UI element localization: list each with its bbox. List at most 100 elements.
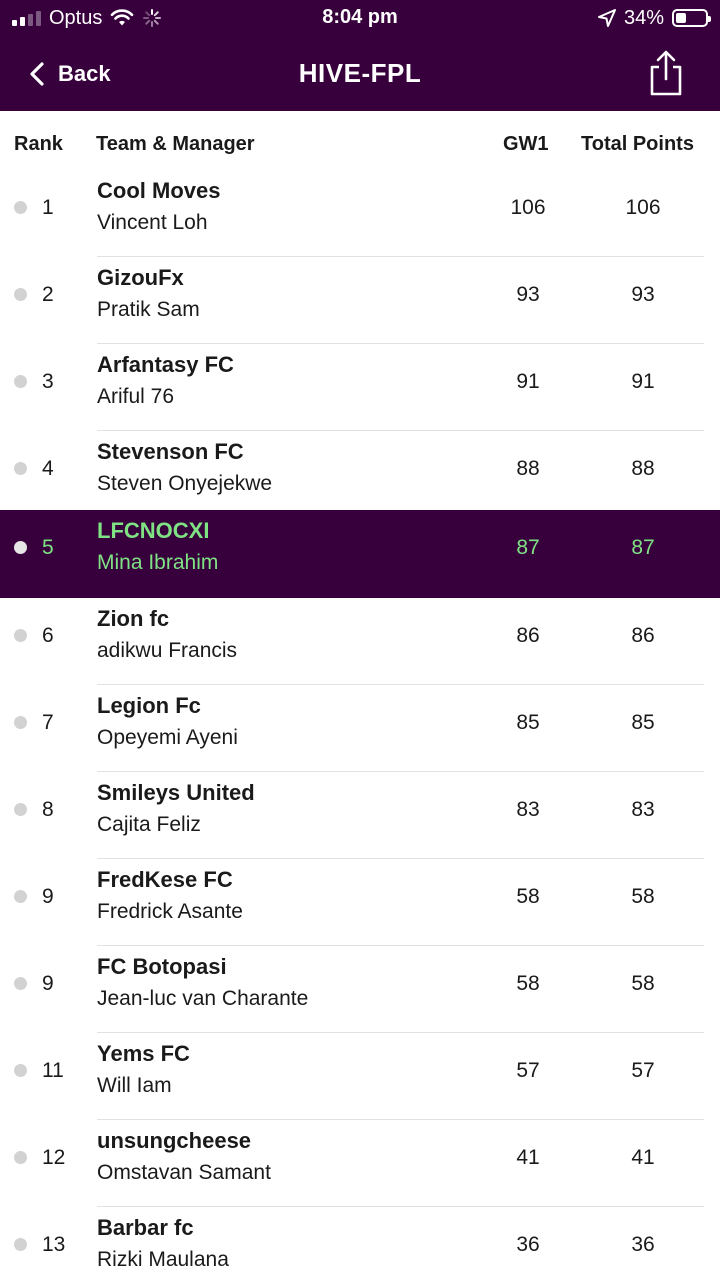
rank-value: 9 [42,972,54,995]
manager-name: Cajita Feliz [97,813,201,836]
table-row[interactable]: 6 Zion fc adikwu Francis 86 86 [0,598,720,685]
rank-value: 2 [42,283,54,306]
gw-points: 57 [516,1059,540,1082]
table-row[interactable]: 11 Yems FC Will Iam 57 57 [0,1033,720,1120]
row-divider [97,771,704,772]
row-divider [97,684,704,685]
gw-points: 83 [516,798,540,821]
total-points: 88 [631,457,655,480]
total-points: 57 [631,1059,655,1082]
manager-name: Ariful 76 [97,385,175,408]
gw-points: 91 [516,370,540,393]
gw-points: 85 [516,711,540,734]
status-right: 34% [597,6,711,30]
gw-points: 88 [516,457,540,480]
status-time: 8:04 pm [322,6,398,28]
gw-points: 86 [516,624,540,647]
movement-dot-icon [14,803,27,816]
total-points: 41 [631,1146,655,1169]
manager-name: Omstavan Samant [97,1161,271,1184]
column-header-team-manager: Team & Manager [96,133,255,155]
team-name: unsungcheese [97,1128,252,1153]
status-bar: Optus 8:04 pm [0,0,720,36]
table-row[interactable]: 9 FC Botopasi Jean-luc van Charante 58 5… [0,946,720,1033]
row-divider [97,430,704,431]
manager-name: Opeyemi Ayeni [97,726,238,749]
table-row[interactable]: 2 GizouFx Pratik Sam 93 93 [0,257,720,344]
movement-dot-icon [14,541,27,554]
table-row[interactable]: 9 FredKese FC Fredrick Asante 58 58 [0,859,720,946]
rank-value: 3 [42,370,54,393]
movement-dot-icon [14,375,27,388]
team-name: Zion fc [97,606,170,631]
row-divider [97,1032,704,1033]
team-name: Barbar fc [97,1215,194,1240]
battery-percent: 34% [623,6,664,29]
nav-bar: Back HIVE-FPL [0,40,720,110]
movement-dot-icon [14,716,27,729]
manager-name: Fredrick Asante [97,900,243,923]
table-row[interactable]: 3 Arfantasy FC Ariful 76 91 91 [0,344,720,431]
column-header-gw: GW1 [503,133,549,155]
share-icon [650,50,682,96]
team-name: FC Botopasi [97,954,227,979]
total-points: 91 [631,370,655,393]
row-divider [97,343,704,344]
row-divider [97,858,704,859]
manager-name: Vincent Loh [97,211,208,234]
movement-dot-icon [14,1064,27,1077]
total-points: 86 [631,624,655,647]
table-row[interactable]: 1 Cool Moves Vincent Loh 106 106 [0,170,720,257]
table-row[interactable]: 7 Legion Fc Opeyemi Ayeni 85 85 [0,685,720,772]
movement-dot-icon [14,462,27,475]
table-row[interactable]: 8 Smileys United Cajita Feliz 83 83 [0,772,720,859]
total-points: 58 [631,972,655,995]
row-divider [97,1119,704,1120]
team-name: FredKese FC [97,867,233,892]
gw-points: 58 [516,885,540,908]
gw-points: 36 [516,1233,540,1256]
gw-points: 41 [516,1146,540,1169]
total-points: 106 [625,196,661,219]
back-label: Back [58,61,111,86]
gw-points: 93 [516,283,540,306]
status-left: Optus [12,6,162,30]
movement-dot-icon [14,288,27,301]
rank-value: 1 [42,196,54,219]
row-divider [97,256,704,257]
team-name: GizouFx [97,265,184,290]
team-name: Yems FC [97,1041,190,1066]
team-name: Smileys United [97,780,255,805]
back-button[interactable]: Back [30,54,111,94]
table-row[interactable]: 4 Stevenson FC Steven Onyejekwe 88 88 [0,431,720,518]
battery-icon [672,9,711,27]
row-divider [97,945,704,946]
gw-points: 87 [516,536,540,559]
rank-value: 11 [42,1059,64,1082]
location-arrow-icon [597,9,616,27]
share-button[interactable] [646,50,686,96]
team-name: Stevenson FC [97,439,244,464]
movement-dot-icon [14,1151,27,1164]
table-row-highlighted[interactable]: 5 LFCNOCXI Mina Ibrahim 87 87 [0,510,720,598]
team-name: Cool Moves [97,178,221,203]
manager-name: Jean-luc van Charante [97,987,309,1010]
manager-name: Rizki Maulana [97,1248,229,1271]
rank-value: 12 [42,1146,66,1169]
movement-dot-icon [14,201,27,214]
loading-spinner-icon [143,9,162,27]
gw-points: 106 [510,196,546,219]
total-points: 83 [631,798,655,821]
total-points: 87 [631,536,655,559]
manager-name: Pratik Sam [97,298,200,321]
movement-dot-icon [14,1238,27,1251]
carrier-label: Optus [49,6,103,29]
rank-value: 9 [42,885,54,908]
chevron-left-icon [30,62,44,86]
total-points: 58 [631,885,655,908]
manager-name: Will Iam [97,1074,172,1097]
table-row[interactable]: 12 unsungcheese Omstavan Samant 41 41 [0,1120,720,1207]
rank-value: 4 [42,457,54,480]
table-row[interactable]: 13 Barbar fc Rizki Maulana 36 36 [0,1207,720,1280]
signal-icon [12,10,41,26]
